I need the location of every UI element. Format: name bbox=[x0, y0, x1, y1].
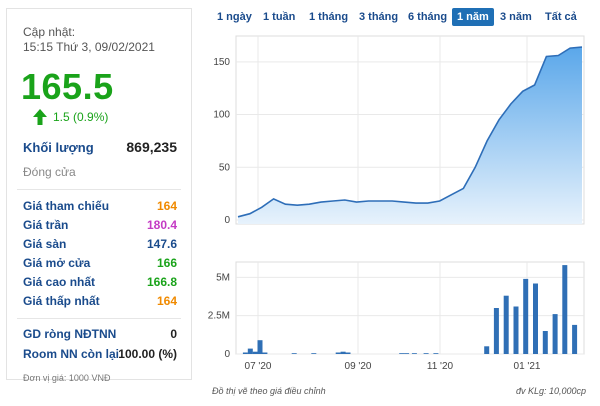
volume-bar bbox=[335, 352, 341, 354]
price-chart-panel: 0 50 100 150 bbox=[213, 35, 585, 226]
tab-1-year[interactable]: 1 năm bbox=[452, 8, 494, 26]
change-value: 1.5 (0.9%) bbox=[53, 110, 109, 124]
volume-bar bbox=[503, 295, 509, 354]
foreign-room-row: Room NN còn lại 100.00 (%) bbox=[23, 347, 177, 365]
volume-bar bbox=[533, 283, 538, 354]
detail-label: Giá tham chiếu bbox=[23, 199, 110, 213]
tab-3-months[interactable]: 3 tháng bbox=[359, 11, 399, 23]
detail-label: Giá sàn bbox=[23, 237, 67, 251]
foreign-label: Room NN còn lại bbox=[23, 347, 120, 361]
detail-label: Giá thấp nhất bbox=[23, 294, 100, 308]
volume-bar bbox=[257, 340, 263, 354]
volume-bar bbox=[242, 352, 248, 354]
volume-bar bbox=[399, 353, 405, 354]
detail-row-low: Giá thấp nhất 164 bbox=[23, 294, 177, 312]
detail-value: 166.8 bbox=[146, 275, 177, 289]
close-label: Đóng cửa bbox=[23, 165, 76, 179]
volume-bar bbox=[484, 346, 490, 354]
volume-bar bbox=[423, 353, 429, 354]
current-price: 165.5 bbox=[21, 66, 114, 107]
x-tick-label: 09 '20 bbox=[345, 361, 372, 372]
divider bbox=[17, 189, 181, 190]
foreign-value: 100.00 (%) bbox=[118, 347, 177, 361]
stock-info-panel: Cập nhật: 15:15 Thứ 3, 09/02/2021 165.5 … bbox=[6, 8, 192, 383]
price-unit-note: Đơn vị giá: 1000 VNĐ bbox=[23, 373, 111, 383]
price-y-tick-label: 0 bbox=[224, 215, 230, 226]
volume-bar bbox=[411, 353, 417, 354]
volume-bar bbox=[291, 353, 297, 354]
foreign-label: GD ròng NĐTNN bbox=[23, 327, 117, 341]
price-line bbox=[237, 46, 583, 218]
volume-label: Khối lượng bbox=[23, 140, 94, 155]
volume-y-tick-label: 5M bbox=[216, 272, 230, 283]
volume-bar bbox=[523, 278, 529, 354]
volume-plot-frame bbox=[235, 261, 585, 355]
price-y-tick-label: 150 bbox=[213, 57, 230, 68]
tab-all[interactable]: Tất cả bbox=[545, 11, 577, 23]
volume-bar bbox=[513, 306, 519, 354]
detail-label: Giá mở cửa bbox=[23, 256, 91, 270]
price-change: 1.5 (0.9%) bbox=[33, 109, 108, 125]
volume-y-tick-label: 2.5M bbox=[208, 311, 230, 322]
arrow-up-icon bbox=[33, 109, 47, 125]
volume-chart-panel: 0 2.5M 5M 07 '20 09 '20 11 '20 01 '21 bbox=[208, 261, 585, 372]
price-y-tick-label: 50 bbox=[219, 162, 231, 173]
volume-bar bbox=[404, 353, 410, 354]
volume-unit-note: đv KLg: 10,000cp bbox=[515, 386, 586, 396]
x-tick-label: 01 '21 bbox=[514, 361, 541, 372]
x-tick-label: 11 '20 bbox=[427, 361, 454, 372]
volume-bar bbox=[345, 352, 351, 354]
detail-row-high: Giá cao nhất 166.8 bbox=[23, 275, 177, 293]
update-label: Cập nhật: bbox=[23, 25, 76, 39]
detail-row-floor: Giá sàn 147.6 bbox=[23, 237, 177, 255]
foreign-net-row: GD ròng NĐTNN 0 bbox=[23, 327, 177, 345]
volume-bar bbox=[247, 348, 253, 354]
volume-bar bbox=[262, 352, 268, 354]
detail-label: Giá cao nhất bbox=[23, 275, 96, 289]
detail-value: 164 bbox=[156, 199, 177, 213]
tab-1-day[interactable]: 1 ngày bbox=[217, 11, 252, 23]
volume-value: 869,235 bbox=[126, 139, 177, 155]
volume-bar bbox=[562, 265, 568, 354]
volume-y-tick-label: 0 bbox=[224, 349, 230, 360]
volume-bar bbox=[542, 331, 548, 354]
update-time: 15:15 Thứ 3, 09/02/2021 bbox=[23, 40, 155, 54]
detail-row-reference: Giá tham chiếu 164 bbox=[23, 199, 177, 217]
detail-label: Giá trần bbox=[23, 218, 69, 232]
detail-row-ceiling: Giá trần 180.4 bbox=[23, 218, 177, 236]
divider bbox=[17, 318, 181, 319]
price-area bbox=[238, 47, 582, 224]
detail-row-open: Giá mở cửa 166 bbox=[23, 256, 177, 274]
volume-bar bbox=[433, 353, 439, 354]
volume-bar bbox=[572, 324, 578, 354]
detail-value: 166 bbox=[156, 256, 177, 270]
tab-1-month[interactable]: 1 tháng bbox=[309, 11, 349, 23]
tab-1-week[interactable]: 1 tuần bbox=[263, 11, 296, 23]
detail-value: 147.6 bbox=[146, 237, 177, 251]
chart-footnote: Đồ thị vẽ theo giá điều chỉnh bbox=[212, 386, 326, 396]
detail-value: 180.4 bbox=[146, 218, 177, 232]
volume-bar bbox=[311, 353, 317, 354]
volume-bar bbox=[552, 314, 558, 354]
volume-bar bbox=[493, 308, 499, 354]
volume-bar bbox=[252, 351, 258, 354]
detail-value: 164 bbox=[156, 294, 177, 308]
tab-3-years[interactable]: 3 năm bbox=[500, 11, 532, 23]
foreign-value: 0 bbox=[170, 327, 177, 341]
price-y-tick-label: 100 bbox=[213, 110, 230, 121]
volume-bar bbox=[340, 351, 346, 354]
x-tick-label: 07 '20 bbox=[245, 361, 272, 372]
tab-6-months[interactable]: 6 tháng bbox=[408, 11, 448, 23]
